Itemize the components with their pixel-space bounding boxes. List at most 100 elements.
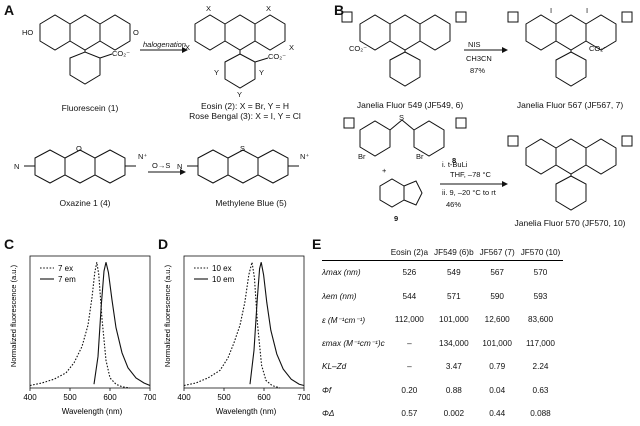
oxazine-structure xyxy=(24,149,136,184)
series-line-1 xyxy=(249,262,305,387)
yield1-label: 87% xyxy=(470,66,486,75)
spectrum-chart-10: Normalized fluorescence (a.u.) Wavelengt… xyxy=(163,255,310,416)
plus-sign: + xyxy=(382,166,387,175)
jf549-caption: Janelia Fluor 549 (JF549, 6) xyxy=(356,100,464,110)
methylene-blue-structure xyxy=(187,149,299,184)
row-label: λem (nm) xyxy=(322,291,357,301)
x-label-3: X xyxy=(185,43,191,52)
row-label: ε (M⁻¹cm⁻¹) xyxy=(322,315,366,325)
row-label: ΦΔ xyxy=(322,409,335,419)
eosin-structure xyxy=(194,14,286,89)
legend-label-1: 7 em xyxy=(58,275,76,284)
row-label: KL–Zd xyxy=(322,362,347,372)
table-cell: 590 xyxy=(490,291,504,301)
eosin-caption: Eosin (2): X = Br, Y = H xyxy=(200,101,290,111)
table-row: λem (nm) 544 571 590 593 xyxy=(322,285,563,309)
row-label: Φf xyxy=(322,385,332,395)
co2-label-1: CO₂⁻ xyxy=(112,49,131,58)
table-cell: 12,600 xyxy=(484,315,510,325)
table-cell: – xyxy=(407,338,412,348)
table-cell: 0.04 xyxy=(489,385,506,395)
co2-label-2: CO₂⁻ xyxy=(268,52,287,61)
oxazine-caption: Oxazine 1 (4) xyxy=(59,198,111,208)
row-label: λmax (nm) xyxy=(322,268,361,278)
table-cell: 83,600 xyxy=(527,315,553,325)
table-header-cell xyxy=(322,244,388,261)
table-header-cell: JF549 (6)b xyxy=(431,244,477,261)
s-label-b: S xyxy=(399,113,405,122)
fluorescein-structure xyxy=(39,14,131,85)
table-row: εmax (M⁻¹cm⁻¹)c – 134,000 101,000 117,000 xyxy=(322,332,563,356)
row-label: εmax (M⁻¹cm⁻¹)c xyxy=(322,339,385,349)
legend-label-1: 10 em xyxy=(212,275,235,284)
o-atom-label-2: O xyxy=(76,144,82,153)
table-cell: 544 xyxy=(402,291,417,301)
table-cell: 567 xyxy=(490,268,504,278)
jf570-structure xyxy=(507,135,633,211)
panel-label-e: E xyxy=(312,236,322,252)
yield2-label: 46% xyxy=(446,200,462,209)
table-cell: 593 xyxy=(533,291,548,301)
table-cell: 3.47 xyxy=(445,362,462,372)
panel-label-c: C xyxy=(4,236,15,252)
plot-frame xyxy=(29,255,151,389)
x-tick-label: 500 xyxy=(63,393,77,402)
nplus-label-1: N⁺ xyxy=(138,152,148,161)
table-cell: 0.57 xyxy=(401,409,418,419)
panel-label-d: D xyxy=(158,236,169,252)
table-cell: 2.24 xyxy=(532,362,549,372)
table-cell: 134,000 xyxy=(439,338,469,348)
table-cell: 112,000 xyxy=(394,315,424,325)
x-tick-label: 700 xyxy=(143,393,156,402)
compound-9-structure xyxy=(379,178,423,208)
table-row: Φf 0.20 0.88 0.04 0.63 xyxy=(322,379,563,403)
x-tick-label: 400 xyxy=(177,393,191,402)
step-i-cond-label: THF, –78 °C xyxy=(450,170,491,179)
o-to-s-label: O→S xyxy=(152,161,171,170)
scheme-a-structures xyxy=(24,14,299,184)
ho-atom-label: HO xyxy=(22,28,34,37)
co2-label-4: CO₂⁻ xyxy=(589,44,608,53)
o-atom-label: O xyxy=(133,28,139,37)
halogenation-label: halogenation xyxy=(143,40,186,49)
series-line-0 xyxy=(183,262,281,389)
table-cell: 101,000 xyxy=(482,338,512,348)
jf570-caption: Janelia Fluor 570 (JF570, 10) xyxy=(514,218,626,228)
fluorescein-caption: Fluorescein (1) xyxy=(61,103,119,113)
table-cell: 117,000 xyxy=(525,338,555,348)
chart-d-xlabel: Wavelength (nm) xyxy=(216,407,277,416)
panel-label-a: A xyxy=(4,2,15,18)
x-tick-label: 500 xyxy=(217,393,231,402)
iodo-label-2: I xyxy=(586,6,589,15)
x-label-4: X xyxy=(289,43,295,52)
jf549-structure xyxy=(341,11,467,87)
br-label-2: Br xyxy=(416,152,424,161)
x-tick-label: 600 xyxy=(103,393,117,402)
series-line-0 xyxy=(29,262,131,389)
iodo-label-1: I xyxy=(550,6,553,15)
y-label-2: Y xyxy=(259,68,265,77)
chart-d-ylabel: Normalized fluorescence (a.u.) xyxy=(163,264,172,367)
table-row: λmax (nm) 526 549 567 570 xyxy=(322,261,563,285)
n-atom-label-1: N xyxy=(14,162,20,171)
x-label-2: X xyxy=(266,4,272,13)
compound-8-structure xyxy=(343,117,467,157)
y-label-3: Y xyxy=(237,90,243,99)
table-cell: 0.20 xyxy=(401,385,418,395)
table-cell: 0.63 xyxy=(532,385,549,395)
x-tick-label: 700 xyxy=(297,393,310,402)
chart-c-ylabel: Normalized fluorescence (a.u.) xyxy=(9,264,18,367)
s-atom-label: S xyxy=(240,144,246,153)
table-header-cell: Eosin (2)a xyxy=(387,244,432,261)
x-tick-label: 400 xyxy=(23,393,37,402)
n-atom-label-2: N xyxy=(177,162,183,171)
table-row: KL–Zd – 3.47 0.79 2.24 xyxy=(322,355,563,379)
table-cell: 0.088 xyxy=(530,409,551,419)
table-cell: 101,000 xyxy=(439,315,469,325)
jf567-caption: Janelia Fluor 567 (JF567, 7) xyxy=(516,100,624,110)
step-i-label: i. t-BuLi xyxy=(442,160,468,169)
methylene-blue-caption: Methylene Blue (5) xyxy=(215,198,287,208)
table-header-cell: JF570 (10) xyxy=(517,244,564,261)
panel-label-b: B xyxy=(334,2,345,18)
table-cell: 0.88 xyxy=(445,385,462,395)
